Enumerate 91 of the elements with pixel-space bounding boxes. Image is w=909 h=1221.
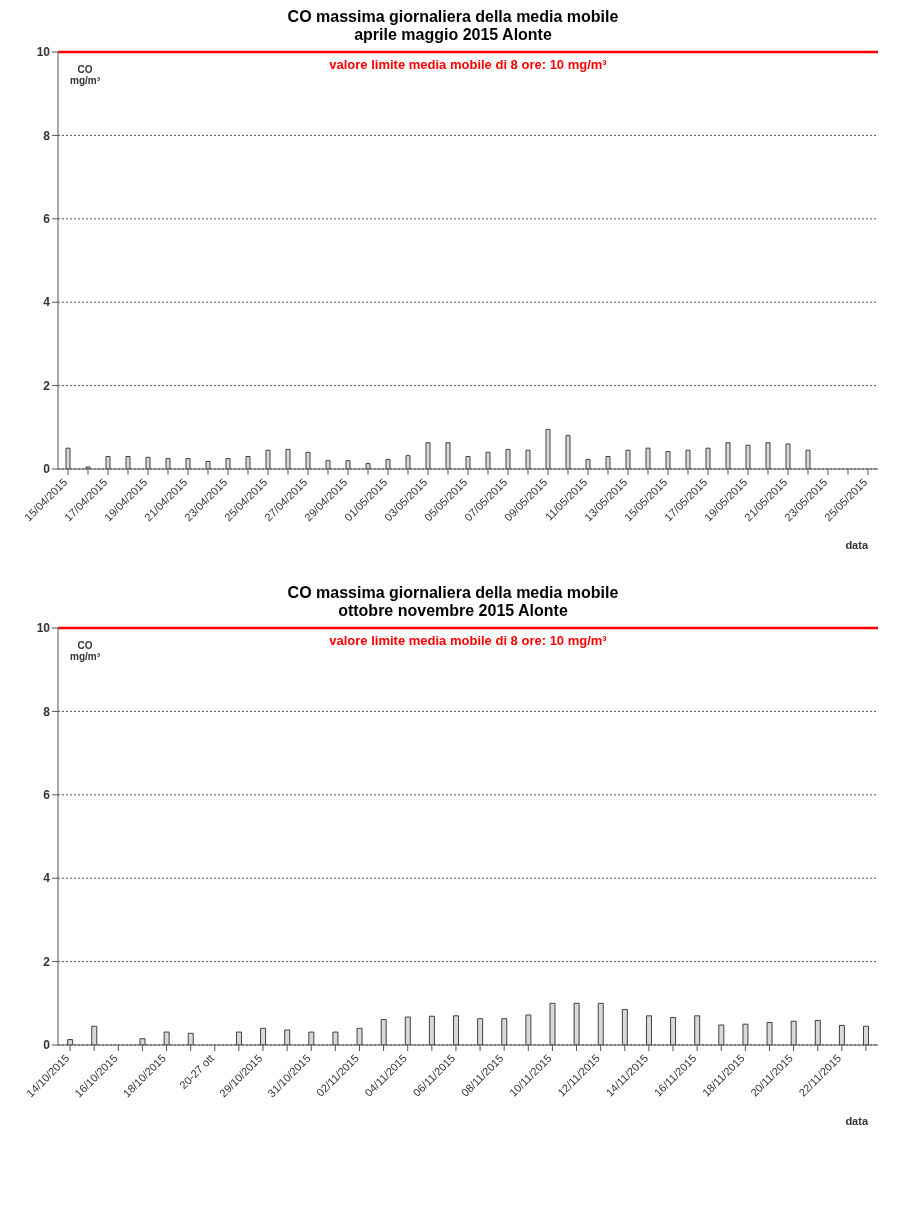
bar	[565, 435, 571, 469]
y-axis-title: CO mg/m³	[70, 640, 100, 662]
bar	[453, 1015, 460, 1045]
bar	[545, 428, 551, 469]
bar	[838, 1024, 845, 1045]
bar	[505, 448, 511, 469]
bar	[525, 449, 531, 469]
y-tick-label: 6	[43, 212, 51, 227]
bar	[525, 1014, 532, 1045]
bar	[790, 1020, 797, 1045]
bar	[725, 442, 731, 469]
bar	[325, 460, 331, 469]
bar	[185, 458, 191, 469]
bar	[380, 1019, 387, 1045]
bar	[705, 447, 711, 469]
bar	[163, 1031, 170, 1045]
bar	[465, 455, 471, 469]
bar	[742, 1023, 749, 1045]
bar	[308, 1031, 315, 1045]
y-tick-label: 8	[43, 128, 51, 143]
bar	[766, 1021, 773, 1045]
bar	[305, 451, 311, 469]
y-tick-label: 0	[43, 1038, 51, 1053]
chart-subtitle: ottobre novembre 2015 Alonte	[337, 602, 569, 620]
bar	[745, 444, 751, 469]
bar	[765, 442, 771, 469]
bar	[225, 458, 231, 469]
ref-line-label: valore limite media mobile di 8 ore: 10 mg/m³	[329, 57, 608, 73]
bar	[501, 1018, 508, 1045]
y-tick-label: 10	[36, 621, 51, 636]
bar	[91, 1025, 98, 1045]
bar	[245, 455, 251, 469]
bar	[125, 455, 131, 469]
bar	[685, 449, 691, 469]
bar	[385, 458, 391, 469]
x-axis-title: data	[845, 1115, 869, 1127]
bar	[285, 448, 291, 469]
bar	[597, 1002, 604, 1045]
y-tick-label: 6	[43, 788, 51, 803]
y-tick-label: 2	[43, 954, 51, 969]
bar	[65, 447, 71, 469]
bar	[605, 455, 611, 469]
chart-title: CO massima giornaliera della media mobile	[286, 8, 620, 26]
bar	[573, 1002, 580, 1045]
bar	[428, 1015, 435, 1045]
bar	[235, 1031, 242, 1045]
chart-title: CO massima giornaliera della media mobile	[286, 584, 620, 602]
bar	[445, 442, 451, 469]
bar	[404, 1016, 411, 1045]
bar	[863, 1025, 870, 1045]
bar	[621, 1009, 628, 1045]
bar	[265, 449, 271, 469]
bar	[405, 455, 411, 469]
y-tick-label: 10	[36, 45, 51, 60]
bar	[284, 1029, 291, 1045]
ref-line-label: valore limite media mobile di 8 ore: 10 mg/m³	[329, 633, 608, 649]
bar	[187, 1032, 194, 1045]
bar	[139, 1038, 146, 1045]
bar	[477, 1018, 484, 1045]
y-tick-label: 2	[43, 378, 51, 393]
bar	[260, 1027, 267, 1045]
bar	[365, 463, 371, 469]
bar	[425, 442, 431, 469]
bar	[345, 460, 351, 469]
y-tick-label: 4	[43, 295, 51, 310]
bar	[105, 455, 111, 469]
bar	[805, 449, 811, 469]
bar	[665, 450, 671, 469]
bar	[585, 458, 591, 469]
bar	[814, 1019, 821, 1045]
bar	[145, 456, 151, 469]
bar	[165, 458, 171, 469]
bar	[694, 1015, 701, 1045]
bar	[785, 443, 791, 469]
y-tick-label: 8	[43, 704, 51, 719]
y-axis-title: CO mg/m³	[70, 64, 100, 86]
bar	[549, 1002, 556, 1045]
bar	[332, 1031, 339, 1045]
bar	[645, 447, 651, 469]
bar	[205, 460, 211, 469]
bar	[670, 1016, 677, 1045]
bar	[645, 1015, 652, 1045]
y-tick-label: 4	[43, 871, 51, 886]
bar	[718, 1024, 725, 1045]
chart-subtitle: aprile maggio 2015 Alonte	[353, 26, 553, 44]
bar	[85, 466, 91, 469]
y-tick-label: 0	[43, 462, 51, 477]
x-axis-title: data	[845, 539, 869, 551]
bar	[485, 451, 491, 469]
bar	[625, 449, 631, 469]
bar	[356, 1027, 363, 1045]
